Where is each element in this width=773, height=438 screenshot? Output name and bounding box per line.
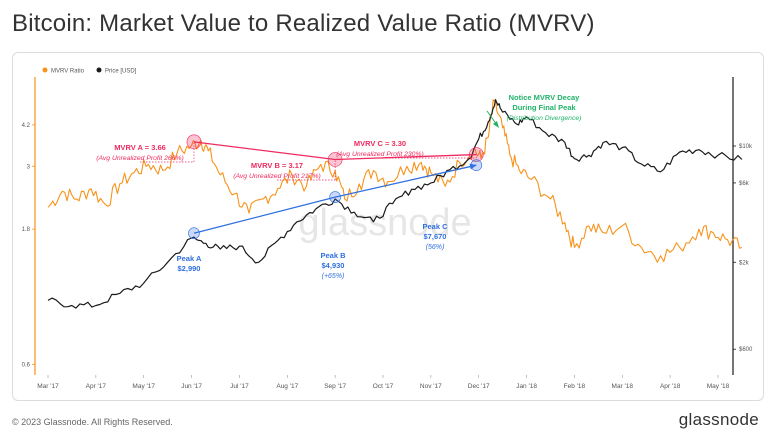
left-tick-label: 0.6: [22, 362, 31, 368]
peak-b-label: Peak B: [320, 251, 346, 260]
mvrv-chart: MVRV Ratio Price [USD] glassnode 0.61.83…: [22, 67, 753, 390]
price-peak-connector: [193, 164, 477, 234]
x-tick-label: Apr '17: [86, 383, 107, 390]
right-tick-label: $600: [739, 347, 753, 353]
price-arrow-head: [469, 163, 477, 170]
price-peak-marker: [470, 159, 483, 171]
peak-b-value: $4,930: [322, 261, 345, 270]
x-tick-label: Apr '18: [660, 383, 681, 390]
x-tick-label: Nov '17: [420, 383, 442, 390]
page-title: Bitcoin: Market Value to Realized Value …: [12, 10, 595, 37]
x-tick-label: Oct '17: [373, 383, 394, 390]
mvrv-peak-marker: [327, 152, 343, 167]
mvrv-peak-marker: [469, 147, 484, 162]
copyright: © 2023 Glassnode. All Rights Reserved.: [12, 417, 173, 427]
left-tick-label: 4.2: [22, 123, 31, 129]
decay-sub: (Distribution Divergence): [507, 115, 582, 122]
x-tick-label: May '17: [132, 383, 155, 390]
decay-line1: Notice MVRV Decay: [509, 93, 581, 102]
peak-c-value: $7,670: [424, 232, 447, 241]
decay-arrow-head: [493, 121, 499, 128]
x-tick-label: Jun '17: [181, 383, 202, 390]
x-tick-label: Aug '17: [276, 383, 298, 390]
legend-mvrv-swatch: [42, 67, 48, 73]
chart-panel: MVRV Ratio Price [USD] glassnode 0.6 1.8 3…: [12, 52, 764, 401]
legend-price-swatch: [96, 67, 102, 73]
legend-price-label: Price [USD]: [105, 69, 137, 75]
mvrv-c-title: MVRV C = 3.30: [354, 139, 406, 148]
mvrv-peak-connector: [193, 141, 477, 161]
decay-line2: During Final Peak: [512, 103, 576, 112]
price-peak-marker: [188, 227, 200, 240]
mvrv-b-title: MVRV B = 3.17: [251, 161, 303, 170]
annotation-peak-a: Peak A $2,990: [177, 254, 202, 273]
x-tick-label: Jul '17: [230, 383, 249, 390]
legend-mvrv-label: MVRV Ratio: [51, 69, 85, 75]
x-tick-label: Jan '18: [516, 383, 537, 390]
left-tick-label: 1.8: [22, 227, 31, 233]
x-tick-label: Mar '18: [612, 383, 634, 390]
mvrv-b-sub: (Avg Unrealized Profit 217%): [233, 173, 321, 180]
peak-b-change: (+65%): [322, 273, 345, 280]
legend: MVRV Ratio Price [USD]: [42, 67, 137, 75]
right-tick-label: $10k: [739, 144, 753, 150]
peak-a-label: Peak A: [177, 254, 202, 263]
mvrv-peak-marker: [186, 134, 202, 150]
marker-layer: [140, 134, 484, 240]
x-tick-label: Feb '18: [564, 383, 586, 390]
mvrv-a-title: MVRV A = 3.66: [114, 143, 166, 152]
price-series-line: [47, 99, 743, 309]
brand-logo: glassnode: [678, 410, 759, 429]
left-axis-ticks: 0.6 1.8 3 4.2: [22, 123, 35, 368]
right-tick-label: $2k: [739, 260, 750, 266]
mvrv-series-line: [47, 98, 743, 263]
annotation-decay: Notice MVRV Decay During Final Peak (Dis…: [486, 93, 582, 128]
annotation-mvrv-c: MVRV C = 3.30 (Avg Unrealized Profit 230…: [336, 139, 424, 158]
annotation-peak-b: Peak B $4,930 (+65%): [320, 251, 346, 280]
x-axis-ticks: Mar '17 Apr '17 May '17 Jun '17 Jul '17 Aug '…: [37, 375, 730, 390]
left-tick-label: 3: [27, 164, 31, 170]
annotation-mvrv-a: MVRV A = 3.66 (Avg Unrealized Profit 266…: [96, 143, 184, 162]
mvrv-a-sub: (Avg Unrealized Profit 266%): [96, 155, 184, 162]
peak-c-label: Peak C: [422, 222, 448, 231]
x-tick-label: Dec '17: [468, 383, 490, 390]
price-peak-marker: [329, 191, 341, 203]
x-tick-label: Mar '17: [37, 383, 59, 390]
annotation-mvrv-b: MVRV B = 3.17 (Avg Unrealized Profit 217…: [233, 161, 321, 180]
series-layer: [47, 98, 743, 309]
right-axis-ticks: $600 $2k $6k $10k: [733, 144, 753, 353]
x-tick-label: May '18: [707, 383, 730, 390]
annotation-peak-c: Peak C $7,670 (56%): [422, 222, 448, 251]
mvrv-c-sub: (Avg Unrealized Profit 230%): [336, 151, 424, 158]
peak-a-value: $2,990: [178, 264, 201, 273]
x-tick-label: Sep '17: [324, 383, 346, 390]
peak-c-change: (56%): [426, 244, 445, 251]
right-tick-label: $6k: [739, 181, 750, 187]
